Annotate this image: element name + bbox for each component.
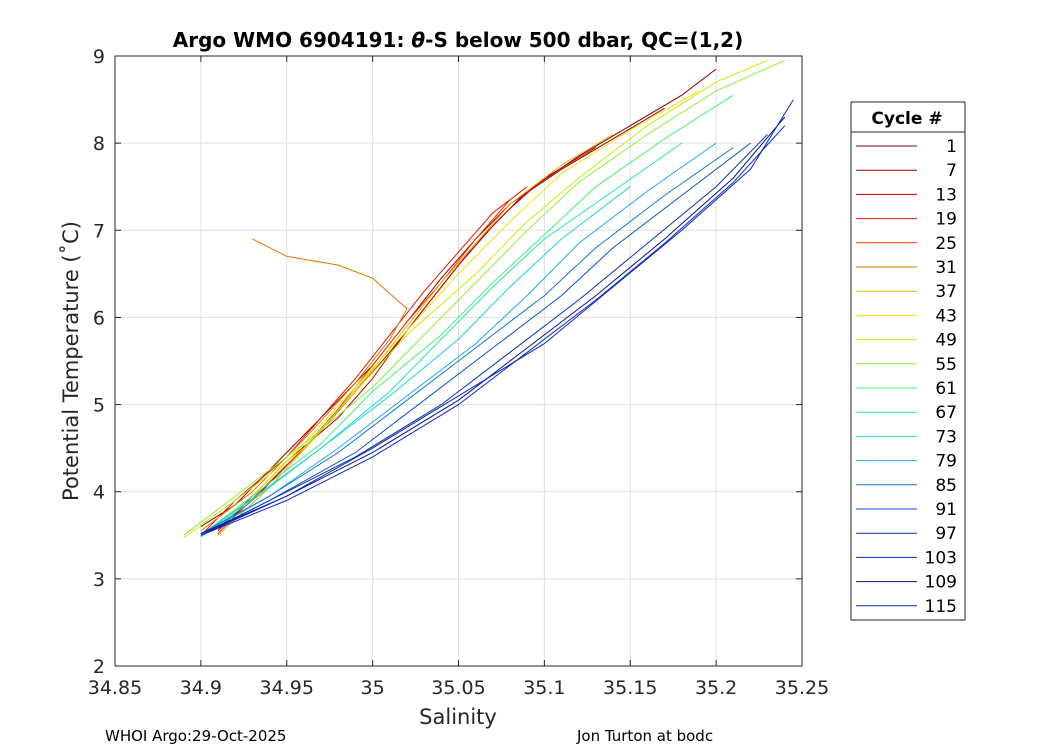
title-theta-symbol: θ [411, 28, 425, 52]
y-axis-label: Potential Temperature (˚C) [59, 221, 83, 501]
x-tick-label: 35.25 [775, 677, 829, 699]
legend-label-cycle-55: 55 [935, 355, 957, 375]
y-tick-label: 4 [93, 482, 105, 504]
y-tick-label: 6 [93, 307, 105, 329]
series-line-cycle-115 [200, 99, 794, 536]
legend-label-cycle-43: 43 [935, 306, 957, 326]
legend-label-cycle-19: 19 [935, 210, 957, 230]
legend-label-cycle-25: 25 [935, 234, 957, 254]
series-line-cycle-61 [200, 94, 734, 536]
series-line-cycle-67 [200, 142, 683, 538]
y-tick-label: 3 [93, 569, 105, 591]
series-line-cycle-43 [200, 90, 700, 538]
footer-left-credit: WHOI Argo:29-Oct-2025 [105, 727, 286, 745]
legend-label-cycle-13: 13 [935, 185, 957, 205]
series-line-cycle-55 [183, 59, 786, 536]
y-tick-label: 5 [93, 395, 105, 417]
legend-label-cycle-31: 31 [935, 258, 957, 278]
y-tick-label: 8 [93, 133, 105, 155]
series-line-cycle-37 [217, 133, 614, 536]
y-tick-labels: 2 3 4 5 6 7 8 9 [93, 46, 105, 678]
series-line-cycle-73 [200, 186, 631, 536]
series-lines [183, 59, 794, 539]
y-tick-label: 2 [93, 656, 105, 678]
series-line-cycle-49 [183, 59, 768, 539]
x-tick-label: 35.15 [603, 677, 657, 699]
legend-label-cycle-85: 85 [935, 476, 957, 496]
series-line-cycle-109 [200, 116, 786, 534]
legend-label-cycle-103: 103 [925, 548, 957, 568]
legend-entries: 1 7 13 19 25 31 37 43 49 55 61 67 73 79 85 91 97 103 109 11… [856, 137, 957, 617]
tick-marks [114, 55, 803, 667]
legend-label-cycle-7: 7 [946, 161, 957, 181]
series-line-cycle-85 [200, 147, 734, 534]
series-line-cycle-19 [200, 186, 528, 536]
x-tick-label: 34.95 [260, 677, 314, 699]
x-tick-label: 35 [361, 677, 385, 699]
chart-title: Argo WMO 6904191: θ-S below 500 dbar, QC… [173, 28, 743, 52]
series-line-cycle-103 [200, 125, 786, 536]
legend-label-cycle-97: 97 [935, 524, 957, 544]
x-tick-label: 34.9 [180, 677, 222, 699]
legend-label-cycle-37: 37 [935, 282, 957, 302]
legend: Cycle # 1 7 13 19 25 31 37 43 49 55 61 67 73 79 85 91 97… [850, 101, 966, 621]
legend-label-cycle-79: 79 [935, 452, 957, 472]
x-tick-label: 34.85 [88, 677, 142, 699]
series-line-cycle-31 [200, 238, 408, 532]
legend-label-cycle-73: 73 [935, 427, 957, 447]
x-tick-labels: 34.85 34.9 34.95 35 35.05 35.1 35.15 35.2 35.25 [88, 677, 829, 699]
legend-label-cycle-67: 67 [935, 403, 957, 423]
legend-label-cycle-115: 115 [925, 597, 957, 617]
x-axis-label: Salinity [419, 705, 497, 729]
series-line-cycle-97 [200, 134, 768, 536]
footer-right-credit: Jon Turton at bodc [576, 727, 713, 745]
x-tick-label: 35.1 [523, 677, 565, 699]
legend-label-cycle-1: 1 [946, 137, 957, 157]
legend-label-cycle-49: 49 [935, 331, 957, 351]
legend-label-cycle-61: 61 [935, 379, 957, 399]
legend-label-cycle-109: 109 [925, 573, 957, 593]
series-line-cycle-79 [200, 142, 717, 536]
legend-label-cycle-91: 91 [935, 500, 957, 520]
x-tick-label: 35.05 [431, 677, 485, 699]
series-line-cycle-91 [200, 142, 751, 536]
x-tick-label: 35.2 [695, 677, 737, 699]
legend-title: Cycle # [871, 109, 942, 129]
y-tick-label: 9 [93, 46, 105, 68]
y-tick-label: 7 [93, 220, 105, 242]
series-line-cycle-25 [217, 199, 511, 534]
